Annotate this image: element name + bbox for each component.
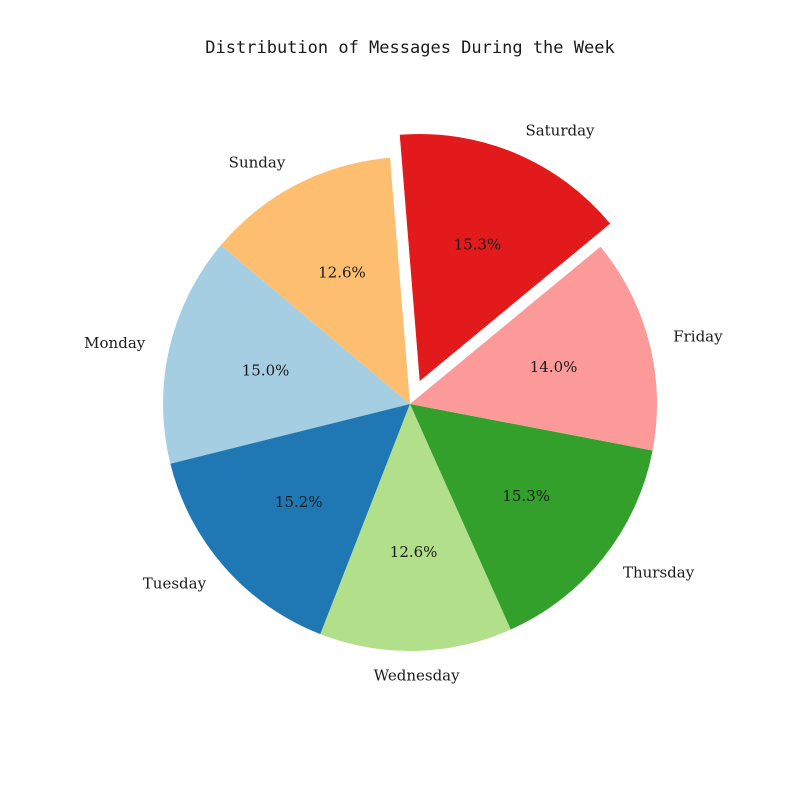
pie-category-label-monday: Monday xyxy=(84,334,146,352)
pie-pct-label-thursday: 15.3% xyxy=(502,487,550,505)
pie-pct-label-tuesday: 15.2% xyxy=(275,493,323,511)
pie-slice-thursday xyxy=(410,404,653,630)
pie-pct-label-monday: 15.0% xyxy=(242,362,290,380)
pie-slice-saturday xyxy=(399,133,611,381)
pie-pct-label-friday: 14.0% xyxy=(530,358,578,376)
pie-category-label-saturday: Saturday xyxy=(525,122,595,140)
pie-category-label-sunday: Sunday xyxy=(229,154,286,172)
pie-category-label-friday: Friday xyxy=(673,328,723,346)
pie-slice-wednesday xyxy=(320,404,511,651)
chart-title: Distribution of Messages During the Week xyxy=(205,38,614,58)
pie-category-label-thursday: Thursday xyxy=(623,564,695,582)
pie-slice-friday xyxy=(410,246,657,451)
pie-pct-label-sunday: 12.6% xyxy=(318,263,366,281)
pie-pct-label-wednesday: 12.6% xyxy=(390,543,438,561)
pie-slice-monday xyxy=(163,245,410,464)
pie-category-label-tuesday: Tuesday xyxy=(143,575,207,593)
pie-slice-sunday xyxy=(220,157,410,404)
pie-slice-tuesday xyxy=(170,404,410,635)
pie-category-label-wednesday: Wednesday xyxy=(374,667,460,685)
pie-slices xyxy=(163,133,657,651)
pie-labels: 15.0% Monday 15.2% Tuesday 12.6% Wednesday 15.… xyxy=(84,122,723,685)
pie-pct-label-saturday: 15.3% xyxy=(454,235,502,253)
